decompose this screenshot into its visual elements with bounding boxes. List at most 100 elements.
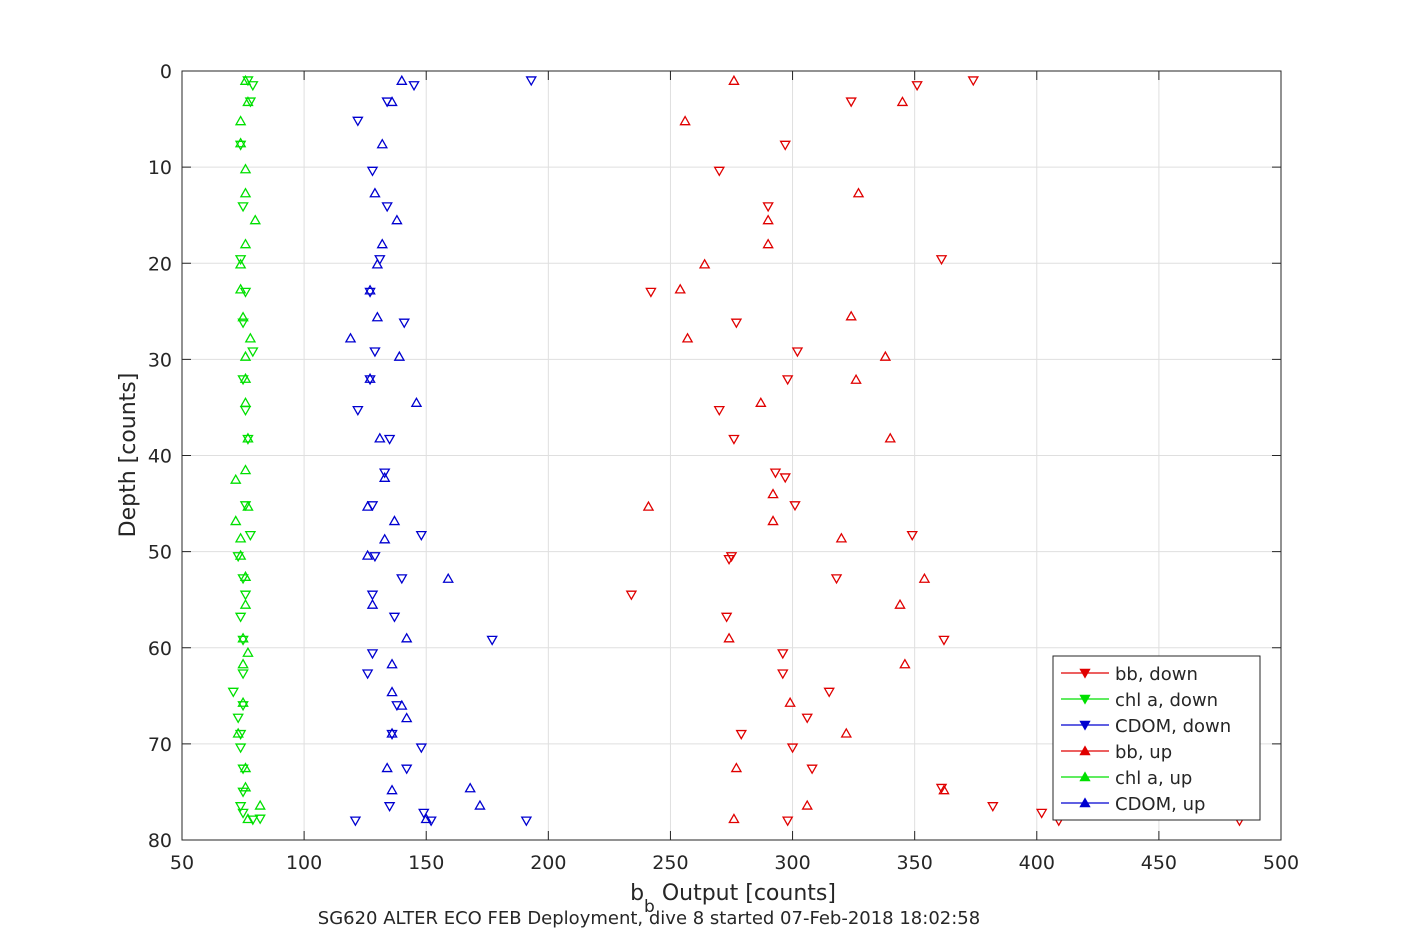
x-tick-label: 500 <box>1263 852 1299 874</box>
data-point <box>369 552 381 563</box>
data-point <box>388 515 401 526</box>
data-point <box>823 687 835 698</box>
data-point <box>777 649 789 660</box>
data-point <box>366 649 379 660</box>
data-point <box>234 549 247 560</box>
x-tick-label: 100 <box>286 852 322 874</box>
data-point <box>378 471 391 482</box>
data-point <box>762 202 774 213</box>
legend-label: bb, up <box>1115 742 1172 763</box>
data-point <box>361 669 374 680</box>
y-tick-label: 0 <box>160 61 172 83</box>
data-point <box>249 214 261 225</box>
x-tick-label: 400 <box>1019 852 1055 874</box>
legend-label: CDOM, down <box>1115 716 1231 737</box>
data-point <box>786 743 799 754</box>
data-point <box>239 187 252 198</box>
data-point <box>474 799 486 810</box>
data-point <box>383 802 396 813</box>
data-point <box>698 258 711 269</box>
data-point <box>381 202 393 213</box>
data-point <box>364 287 376 298</box>
data-point <box>755 396 767 407</box>
caption: SG620 ALTER ECO FEB Deployment, dive 8 s… <box>318 908 980 929</box>
data-point <box>835 532 848 543</box>
data-point <box>938 635 950 646</box>
data-point <box>239 762 252 773</box>
data-point <box>239 464 252 475</box>
data-point <box>232 713 244 724</box>
series-2 <box>349 76 537 827</box>
data-point <box>239 501 252 512</box>
data-point <box>642 500 655 511</box>
data-point <box>728 434 740 445</box>
data-point <box>237 635 249 646</box>
data-point <box>237 375 249 386</box>
x-axis-label-rest: Output [counts] <box>655 881 836 906</box>
data-point <box>239 396 252 407</box>
data-point <box>425 816 437 827</box>
data-point <box>845 97 857 108</box>
data-point <box>247 347 259 358</box>
data-point <box>237 658 249 669</box>
y-tick-label: 80 <box>148 830 172 852</box>
data-point <box>894 598 906 609</box>
data-point <box>254 814 266 825</box>
axis-ticks: 50 100 150 200 250 300 350 400 450 500 0 10 20 30 40 50… <box>148 61 1299 874</box>
data-point <box>781 816 794 827</box>
data-point <box>239 350 252 361</box>
x-axis-label-subscript: b <box>644 897 655 917</box>
y-axis-label: Depth [counts] <box>116 373 141 538</box>
data-point <box>239 74 252 85</box>
data-point <box>378 533 391 544</box>
data-point <box>242 76 254 87</box>
data-point <box>242 432 254 443</box>
data-point <box>352 405 364 417</box>
data-point <box>1035 808 1048 819</box>
data-point <box>398 318 410 329</box>
data-point <box>720 612 733 623</box>
data-point <box>376 238 388 249</box>
legend: bb, down chl a, down CDOM, down bb, up chl a… <box>1052 655 1261 821</box>
data-point <box>789 501 801 512</box>
y-tick-label: 60 <box>148 638 172 660</box>
data-point <box>361 500 374 511</box>
data-marks <box>227 74 1246 827</box>
data-point <box>369 347 381 358</box>
data-point <box>845 310 857 321</box>
data-point <box>400 632 413 643</box>
data-point <box>374 432 386 443</box>
data-point <box>239 590 252 601</box>
legend-label: bb, down <box>1115 664 1198 685</box>
data-point <box>801 799 813 810</box>
data-point <box>723 554 735 565</box>
data-point <box>371 258 384 269</box>
data-point <box>234 140 247 151</box>
data-point <box>234 255 247 266</box>
data-point <box>625 590 638 601</box>
data-point <box>681 332 694 343</box>
data-point <box>899 658 911 669</box>
data-point <box>237 669 249 680</box>
data-point <box>352 116 364 127</box>
data-point <box>713 405 726 417</box>
legend-marker <box>1079 745 1091 756</box>
series-0 <box>625 76 1246 827</box>
data-point <box>884 432 896 443</box>
data-point <box>234 137 247 148</box>
data-point <box>679 115 691 126</box>
data-point <box>486 635 498 646</box>
y-tick-label: 40 <box>148 446 172 468</box>
data-point <box>391 214 403 225</box>
data-point <box>376 138 388 149</box>
data-point <box>918 572 931 583</box>
data-point <box>247 81 259 92</box>
legend-label: chl a, down <box>1115 690 1218 711</box>
data-point <box>393 350 406 361</box>
data-point <box>239 781 252 792</box>
x-tick-label: 50 <box>170 852 194 874</box>
x-tick-label: 300 <box>774 852 810 874</box>
data-point <box>762 238 774 249</box>
data-point <box>779 473 791 484</box>
